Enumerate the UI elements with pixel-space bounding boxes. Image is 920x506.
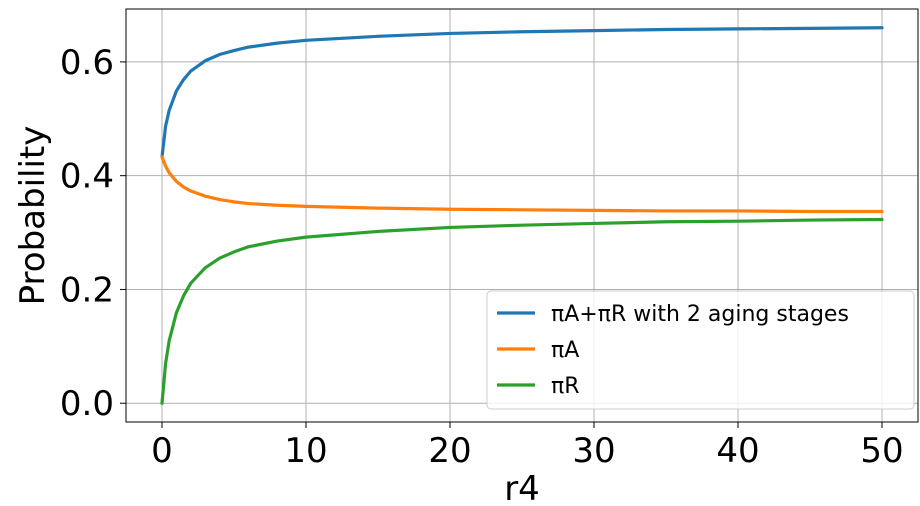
x-tick-label: 20: [428, 431, 471, 471]
series-line: [160, 217, 884, 405]
y-tick-label: 0.6: [60, 43, 114, 83]
y-tick-label: 0.4: [60, 157, 114, 197]
x-tick-label: 0: [151, 431, 173, 471]
axis-ticks: 0 10 20 30 40 50 0.0 0.2 0.4 0.6: [60, 43, 904, 471]
legend: πA+πR with 2 aging stages πA πR: [486, 290, 915, 410]
y-tick-label: 0.0: [60, 384, 114, 424]
x-axis-label: r4: [504, 469, 540, 506]
legend-label: πA+πR with 2 aging stages: [551, 302, 849, 327]
legend-label: πA: [551, 338, 579, 363]
x-tick-label: 40: [716, 431, 759, 471]
series-line: [160, 155, 884, 214]
plot-area-frame: [125, 8, 919, 423]
legend-box: [486, 290, 915, 410]
series-line: [160, 26, 884, 159]
y-axis-label: Probability: [13, 126, 53, 306]
x-tick-label: 10: [284, 431, 327, 471]
y-tick-label: 0.2: [60, 270, 114, 310]
legend-label: πR: [551, 374, 580, 399]
plot-lines: [160, 26, 884, 405]
x-tick-label: 30: [572, 431, 615, 471]
x-tick-label: 50: [860, 431, 903, 471]
